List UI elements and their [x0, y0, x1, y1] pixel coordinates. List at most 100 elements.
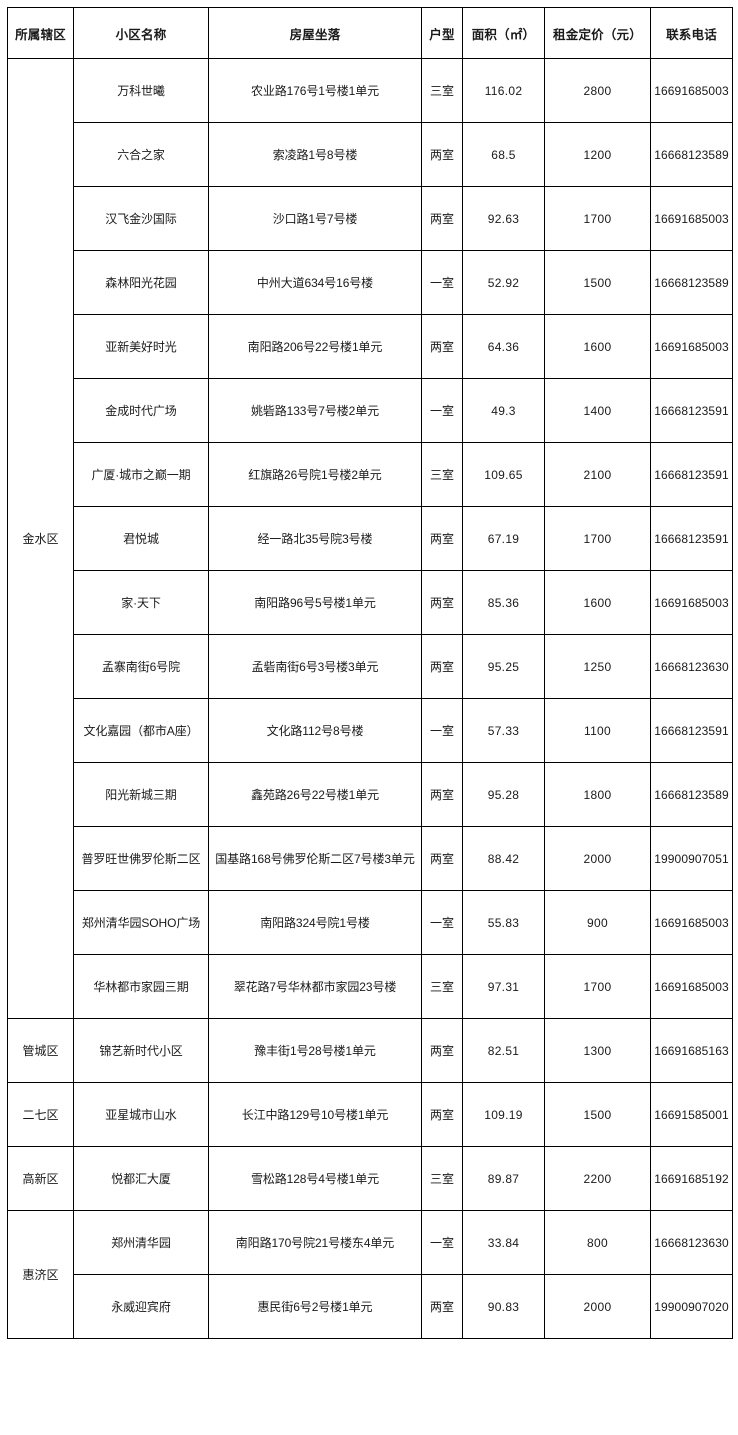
- cell-rent: 800: [544, 1210, 651, 1275]
- cell-area: 49.3: [462, 378, 545, 443]
- cell-area: 52.92: [462, 250, 545, 315]
- cell-address: 中州大道634号16号楼: [208, 250, 422, 315]
- cell-phone: 19900907051: [650, 826, 733, 891]
- cell-layout: 一室: [421, 890, 463, 955]
- table-row: 君悦城 经一路北35号院3号楼 两室 67.19 1700 16668123591: [8, 506, 733, 571]
- cell-layout: 三室: [421, 1146, 463, 1211]
- cell-phone: 16668123591: [650, 698, 733, 763]
- table-row: 惠济区 郑州清华园 南阳路170号院21号楼东4单元 一室 33.84 800 166681…: [7, 1210, 733, 1339]
- table-row: 金成时代广场 姚砦路133号7号楼2单元 一室 49.3 1400 16668123591: [8, 378, 733, 443]
- cell-layout: 两室: [421, 1082, 463, 1147]
- cell-phone: 16691685003: [650, 954, 733, 1019]
- cell-community: 华林都市家园三期: [73, 954, 209, 1019]
- cell-phone: 16691685003: [650, 58, 733, 123]
- cell-phone: 16691685003: [650, 570, 733, 635]
- table-row: 亚新美好时光 南阳路206号22号楼1单元 两室 64.36 1600 166916850…: [8, 314, 733, 379]
- cell-area: 55.83: [462, 890, 545, 955]
- housing-table-container: 所属辖区 小区名称 房屋坐落 户型 面积（㎡） 租金定价（元） 联系电话 金水区…: [7, 7, 733, 1432]
- cell-community: 君悦城: [73, 506, 209, 571]
- cell-community: 亚新美好时光: [73, 314, 209, 379]
- cell-community: 森林阳光花园: [73, 250, 209, 315]
- cell-layout: 两室: [421, 1274, 463, 1339]
- table-row: 永威迎宾府 惠民街6号2号楼1单元 两室 90.83 2000 19900907020: [8, 1274, 733, 1339]
- cell-phone: 16668123591: [650, 506, 733, 571]
- cell-community: 郑州清华园SOHO广场: [73, 890, 209, 955]
- cell-community: 家·天下: [73, 570, 209, 635]
- cell-community: 亚星城市山水: [73, 1082, 209, 1147]
- cell-area: 82.51: [462, 1018, 545, 1083]
- cell-rent: 1300: [544, 1018, 651, 1083]
- cell-rent: 2000: [544, 826, 651, 891]
- cell-address: 红旗路26号院1号楼2单元: [208, 442, 422, 507]
- cell-phone: 16668123630: [650, 634, 733, 699]
- cell-layout: 两室: [421, 634, 463, 699]
- cell-address: 雪松路128号4号楼1单元: [208, 1146, 422, 1211]
- cell-area: 109.65: [462, 442, 545, 507]
- cell-layout: 两室: [421, 570, 463, 635]
- cell-community: 六合之家: [73, 122, 209, 187]
- cell-address: 惠民街6号2号楼1单元: [208, 1274, 422, 1339]
- cell-phone: 16691685163: [650, 1018, 733, 1083]
- cell-address: 经一路北35号院3号楼: [208, 506, 422, 571]
- cell-community: 阳光新城三期: [73, 762, 209, 827]
- cell-rent: 1600: [544, 570, 651, 635]
- cell-area: 85.36: [462, 570, 545, 635]
- cell-rent: 1500: [544, 250, 651, 315]
- table-body: 金水区 万科世曦 农业路176号1号楼1单元 三室 116.02 2800 16691685…: [7, 58, 733, 1339]
- cell-address: 孟砦南街6号3号楼3单元: [208, 634, 422, 699]
- table-row: 森林阳光花园 中州大道634号16号楼 一室 52.92 1500 16668123589: [8, 250, 733, 315]
- cell-layout: 两室: [421, 314, 463, 379]
- cell-layout: 两室: [421, 1018, 463, 1083]
- cell-phone: 16691685192: [650, 1146, 733, 1211]
- column-header-layout: 户型: [421, 7, 463, 59]
- cell-address: 姚砦路133号7号楼2单元: [208, 378, 422, 443]
- cell-district: 惠济区: [7, 1210, 74, 1339]
- cell-area: 68.5: [462, 122, 545, 187]
- cell-phone: 19900907020: [650, 1274, 733, 1339]
- cell-address: 农业路176号1号楼1单元: [208, 58, 422, 123]
- cell-community: 金成时代广场: [73, 378, 209, 443]
- cell-rent: 1100: [544, 698, 651, 763]
- cell-area: 90.83: [462, 1274, 545, 1339]
- cell-area: 116.02: [462, 58, 545, 123]
- cell-area: 33.84: [462, 1210, 545, 1275]
- cell-rent: 1600: [544, 314, 651, 379]
- cell-rent: 2800: [544, 58, 651, 123]
- table-row: 孟寨南街6号院 孟砦南街6号3号楼3单元 两室 95.25 1250 1666812363…: [8, 634, 733, 699]
- cell-rent: 1700: [544, 954, 651, 1019]
- cell-layout: 两室: [421, 122, 463, 187]
- cell-layout: 三室: [421, 58, 463, 123]
- table-row: 六合之家 索凌路1号8号楼 两室 68.5 1200 16668123589: [8, 122, 733, 187]
- table-row: 汉飞金沙国际 沙口路1号7号楼 两室 92.63 1700 16691685003: [8, 186, 733, 251]
- cell-address: 翠花路7号华林都市家园23号楼: [208, 954, 422, 1019]
- cell-area: 95.25: [462, 634, 545, 699]
- cell-community: 孟寨南街6号院: [73, 634, 209, 699]
- cell-rent: 2000: [544, 1274, 651, 1339]
- cell-area: 64.36: [462, 314, 545, 379]
- cell-address: 豫丰街1号28号楼1单元: [208, 1018, 422, 1083]
- cell-area: 67.19: [462, 506, 545, 571]
- table-header: 所属辖区 小区名称 房屋坐落 户型 面积（㎡） 租金定价（元） 联系电话: [7, 7, 733, 59]
- cell-rent: 1700: [544, 506, 651, 571]
- table-row: 管城区 锦艺新时代小区 豫丰街1号28号楼1单元 两室 82.51 1300 1669168…: [7, 1018, 733, 1083]
- cell-phone: 16668123589: [650, 762, 733, 827]
- column-header-phone: 联系电话: [650, 7, 733, 59]
- table-row: 高新区 悦都汇大厦 雪松路128号4号楼1单元 三室 89.87 2200 16691685…: [7, 1146, 733, 1211]
- cell-area: 92.63: [462, 186, 545, 251]
- cell-phone: 16668123589: [650, 250, 733, 315]
- cell-address: 索凌路1号8号楼: [208, 122, 422, 187]
- cell-area: 88.42: [462, 826, 545, 891]
- table-row: 郑州清华园SOHO广场 南阳路324号院1号楼 一室 55.83 900 16691685…: [8, 890, 733, 955]
- cell-address: 国基路168号佛罗伦斯二区7号楼3单元: [208, 826, 422, 891]
- cell-phone: 16668123591: [650, 378, 733, 443]
- column-header-rent: 租金定价（元）: [544, 7, 651, 59]
- cell-community: 永威迎宾府: [73, 1274, 209, 1339]
- cell-layout: 一室: [421, 698, 463, 763]
- housing-listings-table: 所属辖区 小区名称 房屋坐落 户型 面积（㎡） 租金定价（元） 联系电话 金水区…: [7, 7, 733, 1339]
- cell-phone: 16691685003: [650, 890, 733, 955]
- cell-rent: 2200: [544, 1146, 651, 1211]
- cell-area: 109.19: [462, 1082, 545, 1147]
- cell-community: 悦都汇大厦: [73, 1146, 209, 1211]
- cell-layout: 两室: [421, 762, 463, 827]
- cell-community: 郑州清华园: [73, 1210, 209, 1275]
